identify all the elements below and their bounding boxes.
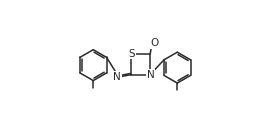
Text: N: N <box>113 72 121 82</box>
Text: S: S <box>128 49 135 59</box>
Text: N: N <box>147 70 154 80</box>
Text: O: O <box>150 38 159 48</box>
